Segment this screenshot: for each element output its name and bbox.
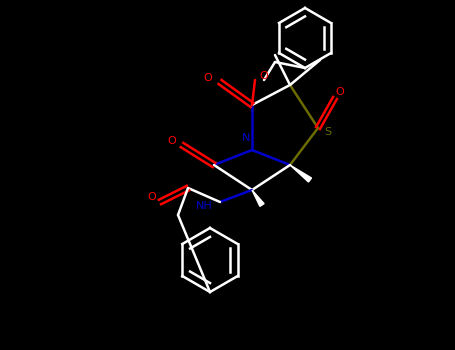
Text: O: O xyxy=(204,73,212,83)
Polygon shape xyxy=(290,165,312,182)
Text: N: N xyxy=(242,133,250,143)
Text: O: O xyxy=(336,87,344,97)
Polygon shape xyxy=(252,190,264,206)
Text: O: O xyxy=(260,71,268,81)
Text: S: S xyxy=(324,127,332,137)
Text: O: O xyxy=(147,192,157,202)
Text: NH: NH xyxy=(196,201,213,211)
Text: O: O xyxy=(167,136,177,146)
